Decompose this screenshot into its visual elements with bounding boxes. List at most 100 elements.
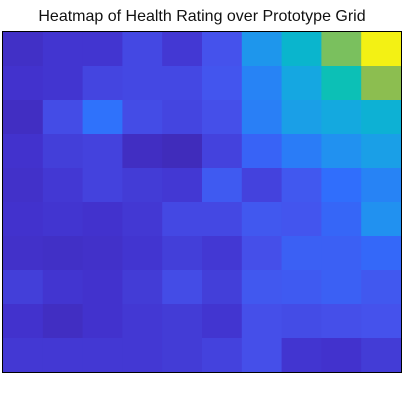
heatmap-cell [82, 168, 123, 203]
heatmap-cell [122, 134, 163, 169]
heatmap-cell [241, 202, 283, 237]
heatmap-cell [122, 100, 163, 135]
heatmap-cell [361, 66, 402, 101]
heatmap-cell [3, 168, 44, 203]
heatmap-cell [82, 338, 123, 373]
heatmap-cell [42, 100, 84, 135]
heatmap-cell [42, 304, 84, 339]
heatmap-cell [321, 270, 362, 305]
heatmap-cell [42, 32, 84, 67]
heatmap-cell [162, 134, 203, 169]
heatmap-cell [82, 32, 123, 67]
heatmap-cell [122, 236, 163, 271]
heatmap-cell [162, 338, 203, 373]
heatmap-cell [122, 304, 163, 339]
heatmap-cell [122, 168, 163, 203]
heatmap-cell [361, 236, 402, 271]
heatmap-cell [202, 168, 243, 203]
heatmap-cell [162, 66, 203, 101]
heatmap-cell [321, 304, 362, 339]
heatmap-cell [241, 338, 283, 373]
heatmap-cell [241, 236, 283, 271]
heatmap-cell [321, 236, 362, 271]
heatmap-cell [42, 338, 84, 373]
heatmap-cell [82, 66, 123, 101]
heatmap-cell [202, 304, 243, 339]
heatmap-cell [202, 202, 243, 237]
heatmap-cell [281, 236, 322, 271]
heatmap-cell [3, 66, 44, 101]
heatmap-cell [281, 270, 322, 305]
heatmap-cell [361, 202, 402, 237]
heatmap-cell [241, 100, 283, 135]
heatmap-cell [321, 202, 362, 237]
heatmap-cell [162, 100, 203, 135]
heatmap-cell [122, 32, 163, 67]
heatmap-cell [321, 134, 362, 169]
heatmap-cell [122, 66, 163, 101]
heatmap-cell [281, 66, 322, 101]
heatmap-cell [162, 236, 203, 271]
heatmap-cell [361, 32, 402, 67]
heatmap-cell [82, 304, 123, 339]
heatmap-cell [281, 304, 322, 339]
heatmap-cell [361, 270, 402, 305]
heatmap-cell [321, 32, 362, 67]
heatmap-cell [3, 270, 44, 305]
heatmap-cell [321, 100, 362, 135]
heatmap-cell [202, 236, 243, 271]
heatmap-cell [321, 338, 362, 373]
heatmap-cell [321, 66, 362, 101]
heatmap-cell [122, 202, 163, 237]
heatmap-cell [162, 32, 203, 67]
heatmap-cell [241, 270, 283, 305]
heatmap-cell [281, 338, 322, 373]
heatmap-cell [361, 338, 402, 373]
heatmap-cell [82, 202, 123, 237]
heatmap-cell [82, 270, 123, 305]
heatmap-cell [241, 134, 283, 169]
heatmap-cell [82, 100, 123, 135]
heatmap-cell [361, 168, 402, 203]
heatmap-cell [321, 168, 362, 203]
heatmap-cell [162, 304, 203, 339]
heatmap-cell [3, 100, 44, 135]
heatmap-cell [42, 66, 84, 101]
heatmap-cell [202, 338, 243, 373]
heatmap-cell [361, 134, 402, 169]
chart-title: Heatmap of Health Rating over Prototype … [38, 8, 366, 25]
heatmap-cell [281, 100, 322, 135]
heatmap-cell [3, 134, 44, 169]
heatmap-cell [122, 338, 163, 373]
heatmap-cell [202, 32, 243, 67]
heatmap-cell [42, 202, 84, 237]
heatmap-cell [281, 202, 322, 237]
heatmap-cell [3, 236, 44, 271]
heatmap-cells [3, 32, 402, 373]
heatmap-cell [162, 168, 203, 203]
heatmap-cell [82, 236, 123, 271]
heatmap-cell [202, 134, 243, 169]
heatmap-cell [3, 338, 44, 373]
heatmap-cell [241, 168, 283, 203]
heatmap-cell [3, 304, 44, 339]
heatmap-cell [202, 100, 243, 135]
heatmap-cell [241, 32, 283, 67]
heatmap-cell [281, 134, 322, 169]
heatmap-cell [241, 66, 283, 101]
heatmap-cell [241, 304, 283, 339]
heatmap-cell [281, 168, 322, 203]
heatmap-cell [202, 66, 243, 101]
heatmap-cell [361, 304, 402, 339]
heatmap-cell [82, 134, 123, 169]
heatmap-cell [42, 168, 84, 203]
heatmap-cell [162, 270, 203, 305]
heatmap-cell [3, 32, 44, 67]
heatmap-cell [281, 32, 322, 67]
plot-frame [2, 31, 402, 373]
heatmap-cell [122, 270, 163, 305]
heatmap-cell [42, 134, 84, 169]
heatmap-cell [3, 202, 44, 237]
heatmap-cell [42, 236, 84, 271]
